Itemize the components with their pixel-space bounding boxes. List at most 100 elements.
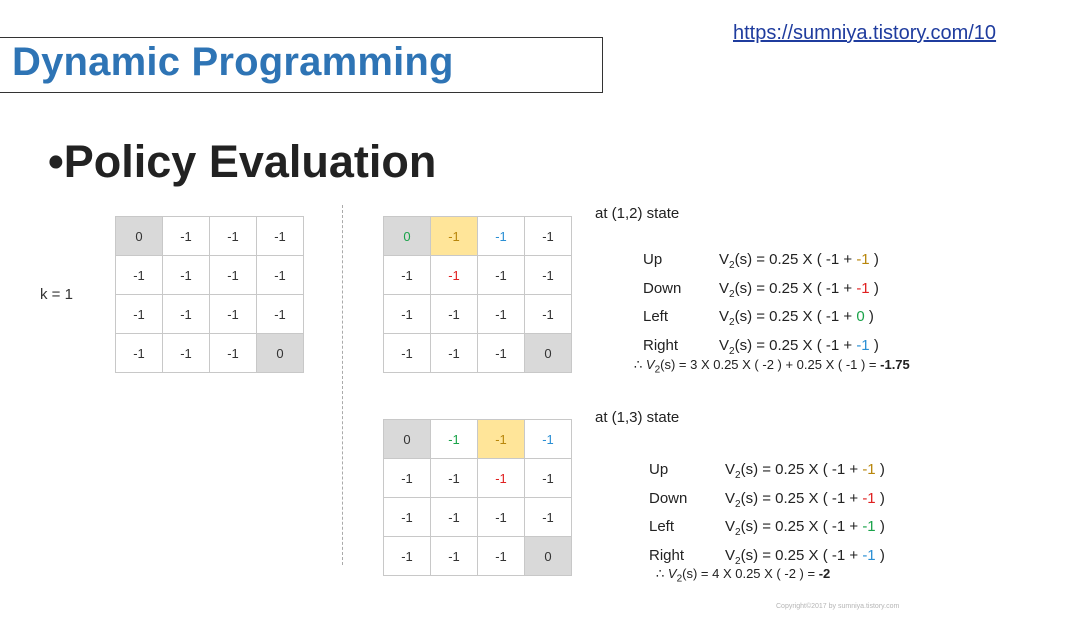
equation-value: -1 — [856, 251, 870, 268]
equation-expr: 0.25 X ( -1 + — [775, 489, 863, 507]
equation-value: -1 — [856, 279, 870, 297]
grid-cell: -1 — [162, 333, 210, 373]
direction-label: Down — [643, 279, 682, 297]
equation-value: 0 — [856, 308, 865, 325]
grid-cell: -1 — [115, 333, 163, 373]
grid-cell: -1 — [524, 294, 572, 334]
grid-cell: -1 — [209, 294, 257, 334]
equation-expr: 0.25 X ( -1 + — [769, 336, 857, 354]
direction-label: Up — [643, 251, 663, 268]
grid-cell: -1 — [524, 458, 572, 498]
state-1-3-label: at (1,3) state — [595, 409, 680, 426]
direction-label: Right — [649, 546, 685, 564]
state-1-2-equations: Up V2(s) = 0.25 X ( -1 + -1 ) Down V2(s) =… — [643, 249, 879, 363]
equation-close: ) — [875, 518, 885, 535]
grid-cell: 0 — [383, 216, 431, 256]
grid-cell: -1 — [383, 458, 431, 498]
grid-state-1-3: 0 -1 -1 -1 -1 -1 -1 -1 -1 -1 -1 -1 -1 -1… — [383, 419, 572, 576]
direction-label: Left — [643, 308, 669, 325]
grid-cell: -1 — [524, 216, 572, 256]
grid-cell-current: -1 — [430, 216, 478, 256]
direction-label: Up — [649, 461, 669, 478]
equation-row: Right V2(s) = 0.25 X ( -1 + -1 ) — [643, 336, 879, 357]
grid-cell: 0 — [383, 419, 431, 459]
grid-cell: -1 — [162, 294, 210, 334]
grid-cell-current: -1 — [477, 419, 525, 459]
direction-label: Left — [649, 518, 675, 535]
section-heading: •Policy Evaluation — [48, 136, 437, 187]
grid-cell: -1 — [383, 255, 431, 295]
grid-cell: -1 — [430, 536, 478, 576]
equation-expr: 0.25 X ( -1 + — [769, 251, 857, 268]
grid-cell: -1 — [524, 497, 572, 537]
equation-value: -1 — [862, 461, 876, 478]
equation-expr: 0.25 X ( -1 + — [775, 546, 863, 564]
grid-cell: -1 — [383, 294, 431, 334]
equation-value: -1 — [862, 489, 876, 507]
grid-cell: -1 — [430, 333, 478, 373]
grid-cell: -1 — [477, 458, 525, 498]
grid-cell: -1 — [115, 255, 163, 295]
equation-value: -1 — [862, 546, 876, 564]
equation-expr: 0.25 X ( -1 + — [775, 518, 863, 535]
grid-cell: -1 — [477, 333, 525, 373]
state-1-2-result: ∴ V2(s) = 3 X 0.25 X ( -2 ) + 0.25 X ( -… — [634, 357, 910, 376]
dashed-divider — [342, 205, 343, 565]
equation-close: ) — [869, 251, 879, 268]
equation-close: ) — [869, 279, 879, 297]
equation-close: ) — [864, 308, 874, 325]
equation-row: Left V2(s) = 0.25 X ( -1 + 0 ) — [643, 308, 874, 328]
grid-cell: 0 — [524, 333, 572, 373]
k-label: k = 1 — [40, 286, 73, 303]
grid-cell: 0 — [256, 333, 304, 373]
grid-cell: -1 — [477, 536, 525, 576]
grid-cell: -1 — [477, 294, 525, 334]
grid-cell: -1 — [524, 255, 572, 295]
source-link[interactable]: https://sumniya.tistory.com/10 — [733, 22, 997, 44]
grid-cell: -1 — [115, 294, 163, 334]
equation-expr: 0.25 X ( -1 + — [775, 461, 863, 478]
result-value: -2 — [818, 566, 831, 581]
equation-expr: 0.25 X ( -1 + — [769, 308, 857, 325]
grid-cell: -1 — [383, 536, 431, 576]
grid-cell: -1 — [430, 458, 478, 498]
slide-title: Dynamic Programming — [12, 40, 454, 84]
equation-close: ) — [875, 546, 885, 564]
copyright-text: Copyright©2017 by sumniya.tistory.com — [776, 603, 900, 610]
equation-row: Up V2(s) = 0.25 X ( -1 + -1 ) — [643, 251, 879, 271]
grid-cell: -1 — [383, 497, 431, 537]
direction-label: Down — [649, 489, 688, 507]
grid-cell: -1 — [256, 216, 304, 256]
grid-cell: -1 — [256, 255, 304, 295]
result-value: -1.75 — [880, 357, 910, 372]
grid-cell: -1 — [477, 255, 525, 295]
grid-cell: -1 — [430, 294, 478, 334]
result-expr: (s) = 3 X 0.25 X ( -2 ) + 0.25 X ( -1 ) … — [660, 357, 881, 372]
grid-state-1-2: 0 -1 -1 -1 -1 -1 -1 -1 -1 -1 -1 -1 -1 -1… — [383, 216, 572, 373]
equation-expr: 0.25 X ( -1 + — [769, 279, 857, 297]
equation-row: Down V2(s) = 0.25 X ( -1 + -1 ) — [643, 279, 879, 300]
grid-cell: -1 — [162, 216, 210, 256]
grid-cell: -1 — [256, 294, 304, 334]
equation-row: Down V2(s) = 0.25 X ( -1 + -1 ) — [649, 489, 885, 510]
grid-k1: 0 -1 -1 -1 -1 -1 -1 -1 -1 -1 -1 -1 -1 -1… — [115, 216, 304, 373]
equation-value: -1 — [862, 518, 876, 535]
grid-cell: -1 — [383, 333, 431, 373]
grid-cell: -1 — [477, 497, 525, 537]
equation-close: ) — [875, 489, 885, 507]
grid-cell: 0 — [115, 216, 163, 256]
state-1-3-result: ∴ V2(s) = 4 X 0.25 X ( -2 ) = -2 — [656, 566, 831, 585]
equation-close: ) — [869, 336, 879, 354]
equation-row: Left V2(s) = 0.25 X ( -1 + -1 ) — [649, 518, 885, 538]
grid-cell: -1 — [209, 255, 257, 295]
grid-cell: -1 — [477, 216, 525, 256]
state-1-2-label: at (1,2) state — [595, 205, 680, 222]
equation-row: Right V2(s) = 0.25 X ( -1 + -1 ) — [649, 546, 885, 567]
grid-cell: -1 — [162, 255, 210, 295]
grid-cell: -1 — [430, 255, 478, 295]
grid-cell: -1 — [524, 419, 572, 459]
grid-cell: -1 — [430, 419, 478, 459]
direction-label: Right — [643, 336, 679, 354]
equation-value: -1 — [856, 336, 870, 354]
equation-row: Up V2(s) = 0.25 X ( -1 + -1 ) — [649, 461, 885, 481]
